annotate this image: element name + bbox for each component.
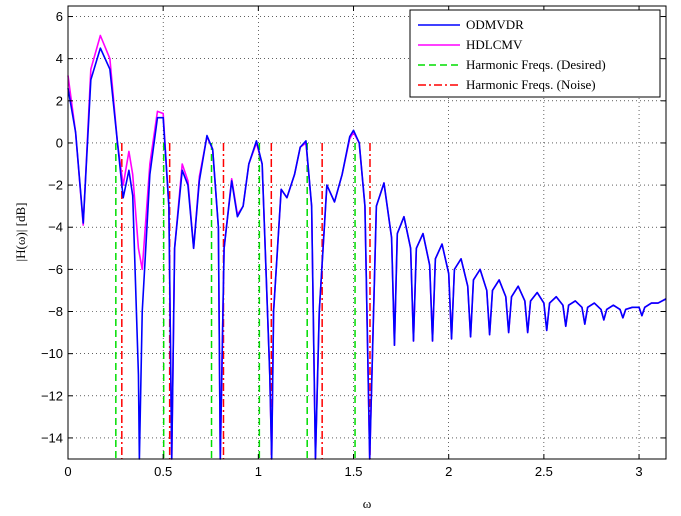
x-axis-label: ω: [363, 496, 372, 511]
x-tick-label: 2.5: [535, 464, 553, 479]
x-tick-label: 3: [635, 464, 642, 479]
x-tick-label: 0.5: [154, 464, 172, 479]
y-tick-label: −8: [48, 304, 63, 319]
x-tick-label: 1: [255, 464, 262, 479]
ticks: 0 0.5 1 1.5 2 2.5 3 6 4 2 0 −2 −4 −6 −8 −10 −12 −14: [41, 6, 666, 479]
legend-label-odmvdr: ODMVDR: [466, 17, 524, 32]
y-tick-label: −6: [48, 262, 63, 277]
legend: ODMVDR HDLCMV Harmonic Freqs. (Desired) …: [409, 9, 661, 98]
plot-frame: [67, 5, 667, 460]
y-tick-label: −2: [48, 178, 63, 193]
x-tick-label: 2: [445, 464, 452, 479]
y-tick-label: 2: [56, 93, 63, 108]
legend-label-noise: Harmonic Freqs. (Noise): [466, 77, 596, 92]
y-tick-label: −14: [41, 430, 63, 445]
series-group: [67, 34, 667, 460]
series-line-odmvdr: [67, 47, 667, 460]
y-tick-label: 4: [56, 51, 63, 66]
y-tick-label: −12: [41, 388, 63, 403]
y-tick-label: 0: [56, 135, 63, 150]
legend-label-desired: Harmonic Freqs. (Desired): [466, 57, 606, 72]
y-axis-label: |H(ω)| [dB]: [13, 203, 28, 262]
x-tick-label: 0: [64, 464, 71, 479]
x-tick-label: 1.5: [344, 464, 362, 479]
y-tick-label: −4: [48, 220, 63, 235]
y-tick-label: −10: [41, 346, 63, 361]
y-tick-label: 6: [56, 9, 63, 24]
harmonic-lines: [115, 142, 371, 459]
legend-label-hdlcmv: HDLCMV: [466, 37, 523, 52]
